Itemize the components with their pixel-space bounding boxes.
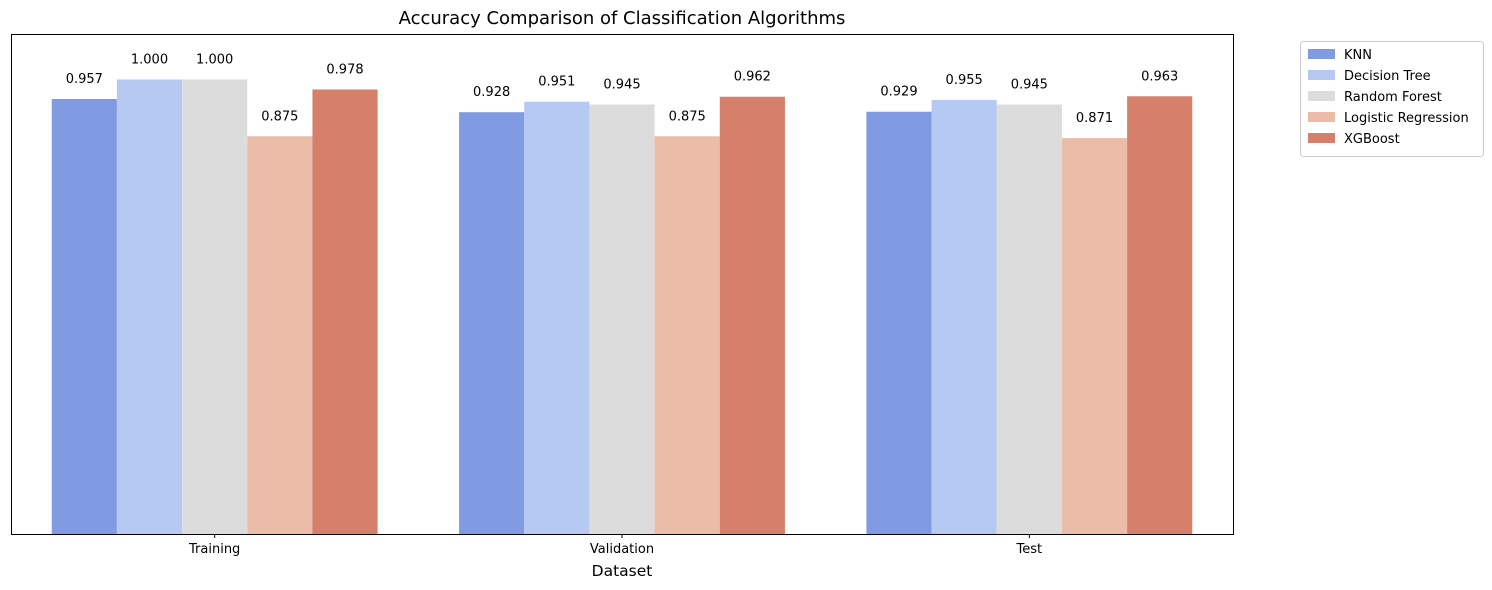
data-label: 0.929 (880, 85, 917, 100)
legend-item: Random Forest (1308, 90, 1442, 105)
x-tick-label-training: Training (188, 542, 240, 557)
data-label: 0.945 (1011, 77, 1048, 92)
data-label: 0.875 (669, 109, 706, 124)
data-label: 0.928 (473, 85, 510, 100)
legend-label: Decision Tree (1344, 69, 1431, 84)
bar-decision-tree-training (116, 79, 183, 535)
legend-item: Decision Tree (1308, 69, 1431, 84)
x-tick-label-test: Test (1016, 542, 1043, 557)
bar-random-forest-test (996, 104, 1062, 535)
data-label: 0.955 (946, 73, 983, 88)
x-axis-label: Dataset (592, 562, 653, 580)
bar-knn-test (866, 111, 932, 535)
legend-swatch (1308, 49, 1335, 59)
data-label: 1.000 (196, 52, 233, 67)
legend-frame (1300, 41, 1484, 157)
legend-item: XGBoost (1308, 132, 1400, 147)
data-label: 0.871 (1076, 111, 1113, 126)
legend-swatch (1308, 112, 1335, 122)
legend-label: XGBoost (1344, 132, 1400, 147)
bar-random-forest-training (182, 79, 248, 535)
data-label: 0.875 (261, 109, 298, 124)
bar-xgboost-training (312, 89, 378, 535)
data-label: 0.978 (326, 62, 363, 77)
data-labels-layer: 0.957 1.000 1.000 0.875 0.978 0.928 0.951 0.945… (66, 52, 1179, 126)
bar-xgboost-validation (719, 96, 785, 535)
bar-logistic-regression-test (1061, 138, 1128, 534)
data-label: 0.951 (538, 75, 575, 90)
data-label: 1.000 (131, 52, 168, 67)
legend-label: Logistic Regression (1344, 111, 1469, 126)
legend-item: KNN (1308, 48, 1372, 63)
data-label: 0.945 (603, 77, 640, 92)
legend-label: KNN (1344, 48, 1372, 63)
legend-swatch (1308, 133, 1335, 143)
bar-xgboost-test (1127, 96, 1193, 534)
legend: KNN Decision Tree Random Forest Logistic Re… (1300, 41, 1484, 157)
data-label: 0.963 (1141, 69, 1178, 84)
bar-random-forest-validation (589, 104, 655, 535)
x-tick-label-validation: Validation (590, 542, 654, 557)
legend-items: KNN Decision Tree Random Forest Logistic Re… (1308, 48, 1469, 147)
x-axis-ticks: Training Validation Test (188, 534, 1042, 557)
bar-logistic-regression-validation (654, 136, 720, 535)
bar-logistic-regression-training (247, 136, 313, 535)
legend-item: Logistic Regression (1308, 111, 1469, 126)
bar-knn-training (51, 99, 117, 534)
legend-swatch (1308, 91, 1335, 101)
legend-swatch (1308, 70, 1335, 80)
bar-decision-tree-validation (524, 101, 590, 535)
chart-title: Accuracy Comparison of Classification Al… (399, 8, 846, 29)
data-label: 0.957 (66, 72, 103, 87)
legend-label: Random Forest (1344, 90, 1442, 105)
bar-decision-tree-test (931, 99, 997, 534)
data-label: 0.962 (734, 70, 771, 85)
bars-layer (51, 79, 1193, 535)
bar-knn-validation (459, 112, 525, 534)
